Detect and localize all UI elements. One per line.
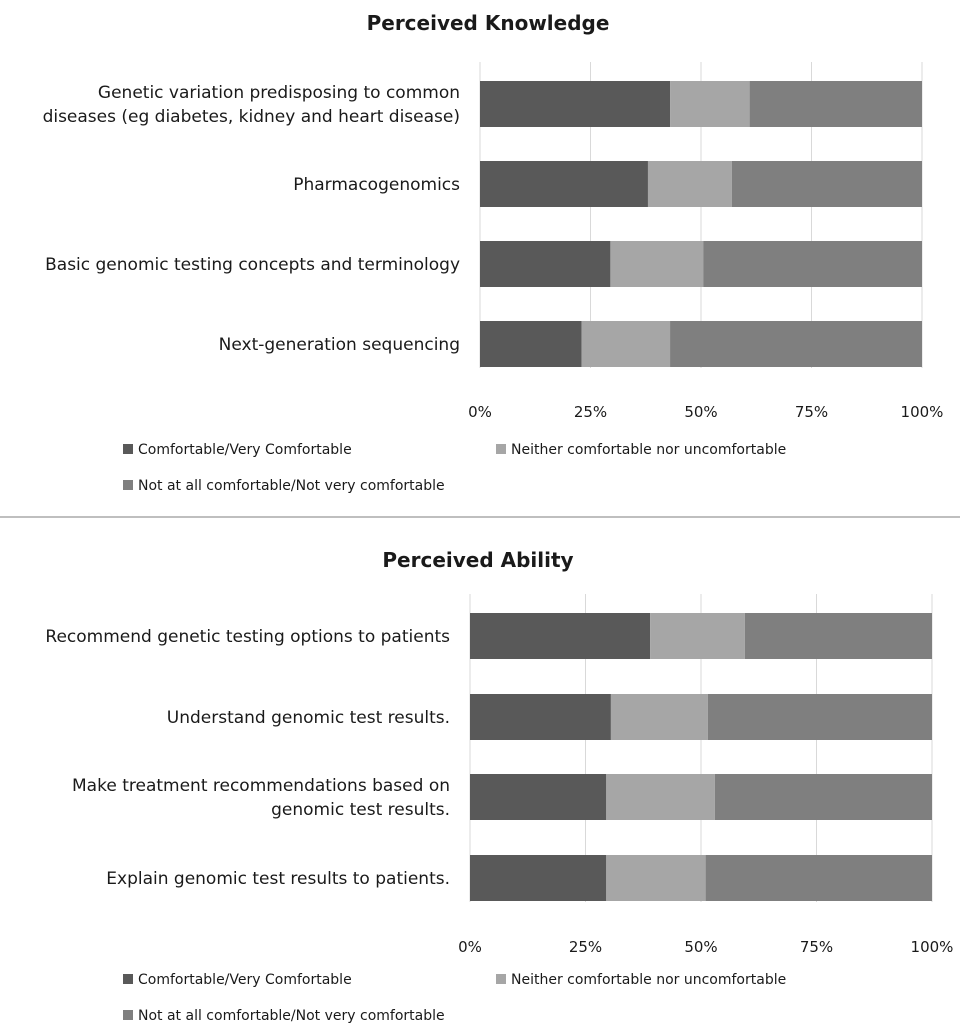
bar-segment-comfortable <box>480 81 671 127</box>
x-tick-label: 25% <box>574 403 607 421</box>
bar-segment-comfortable <box>480 321 582 367</box>
legend-swatch <box>496 444 506 454</box>
x-tick-label: 75% <box>800 938 833 956</box>
x-tick-label: 100% <box>901 403 944 421</box>
bar-segment-comfortable <box>470 613 651 659</box>
x-tick-label: 0% <box>458 938 482 956</box>
category-label: Understand genomic test results. <box>167 708 450 728</box>
legend-swatch <box>123 480 133 490</box>
bar-segment-neither <box>606 774 715 820</box>
bar-segment-not-comfortable <box>703 241 922 287</box>
category-label: diseases (eg diabetes, kidney and heart … <box>43 107 460 127</box>
bar-segment-neither <box>670 81 750 127</box>
legend-label: Not at all comfortable/Not very comforta… <box>138 1008 445 1024</box>
x-tick-label: 0% <box>468 403 492 421</box>
legend-label: Neither comfortable nor uncomfortable <box>511 972 786 988</box>
legend-swatch <box>123 1010 133 1020</box>
bar-segment-comfortable <box>480 241 611 287</box>
legend-swatch <box>496 974 506 984</box>
bar-segment-neither <box>606 855 706 901</box>
bar-segment-comfortable <box>480 161 648 207</box>
category-label: Genetic variation predisposing to common <box>98 83 460 103</box>
category-label: Next-generation sequencing <box>219 335 460 355</box>
bar-segment-neither <box>647 161 732 207</box>
category-label: Recommend genetic testing options to pat… <box>45 627 450 647</box>
bar-segment-not-comfortable <box>670 321 922 367</box>
bar-segment-not-comfortable <box>714 774 932 820</box>
category-label: Explain genomic test results to patients… <box>106 869 450 889</box>
legend-label: Not at all comfortable/Not very comforta… <box>138 478 445 494</box>
bar-segment-not-comfortable <box>731 161 922 207</box>
chart-perceived-ability: Perceived Ability 0% 25% 50% 75% 100% Recommen… <box>45 548 953 1024</box>
bar-segment-not-comfortable <box>744 613 932 659</box>
bar-segment-not-comfortable <box>705 855 932 901</box>
chart-title: Perceived Knowledge <box>367 11 610 35</box>
bar-segment-neither <box>650 613 745 659</box>
legend-swatch <box>123 444 133 454</box>
x-tick-label: 75% <box>795 403 828 421</box>
bar-segment-not-comfortable <box>749 81 922 127</box>
chart-title: Perceived Ability <box>382 548 573 572</box>
x-tick-label: 25% <box>569 938 602 956</box>
x-tick-label: 50% <box>684 403 717 421</box>
bar-segment-not-comfortable <box>707 694 932 740</box>
bar-segment-neither <box>610 241 704 287</box>
legend-swatch <box>123 974 133 984</box>
category-label: genomic test results. <box>271 800 450 820</box>
bar-segment-comfortable <box>470 774 607 820</box>
x-tick-label: 50% <box>684 938 717 956</box>
chart-perceived-knowledge: Perceived Knowledge 0% 25% 50% 75% 100% Geneti… <box>43 11 944 494</box>
category-label: Make treatment recommendations based on <box>72 776 450 796</box>
category-label: Basic genomic testing concepts and termi… <box>45 255 460 275</box>
bar-segment-neither <box>610 694 708 740</box>
x-tick-label: 100% <box>911 938 954 956</box>
category-label: Pharmacogenomics <box>293 175 460 195</box>
legend-label: Comfortable/Very Comfortable <box>138 972 352 988</box>
bar-segment-neither <box>581 321 671 367</box>
bar-segment-comfortable <box>470 855 607 901</box>
legend-label: Neither comfortable nor uncomfortable <box>511 442 786 458</box>
bar-segment-comfortable <box>470 694 611 740</box>
legend-label: Comfortable/Very Comfortable <box>138 442 352 458</box>
